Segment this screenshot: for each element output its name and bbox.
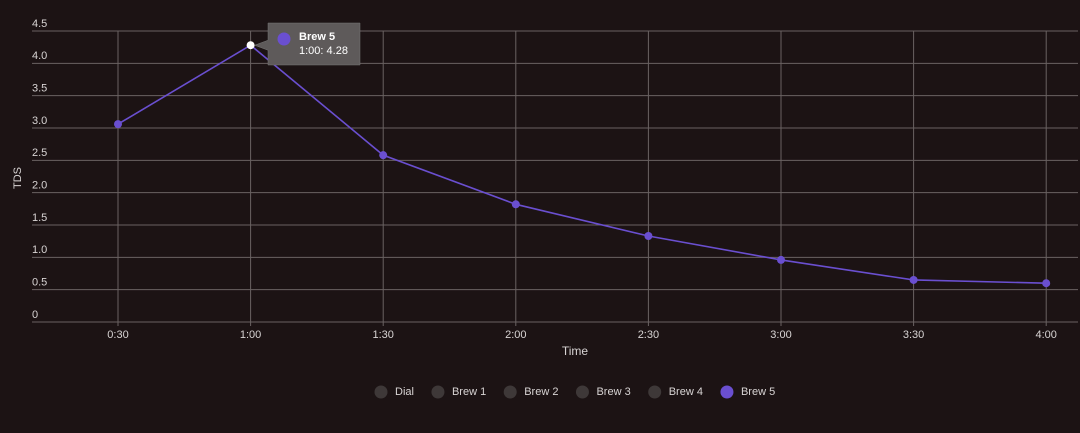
x-tick-label: 4:00: [1035, 329, 1056, 341]
legend-item[interactable]: Brew 5: [720, 385, 775, 399]
x-tick-label: 1:30: [372, 329, 393, 341]
legend-swatch: [503, 385, 517, 399]
legend-item[interactable]: Brew 3: [575, 385, 631, 399]
legend-swatch: [575, 385, 589, 399]
legend-label: Brew 3: [596, 386, 630, 398]
legend-item[interactable]: Dial: [374, 385, 414, 399]
legend-swatch: [431, 385, 445, 399]
legend-swatch: [374, 385, 388, 399]
y-tick-label: 1.0: [32, 244, 47, 256]
data-point: [511, 200, 520, 209]
legend-swatch: [720, 385, 734, 399]
legend-label: Dial: [395, 386, 414, 398]
legend-label: Brew 4: [669, 386, 703, 398]
y-axis-label: TDS: [12, 167, 24, 189]
tooltip-text: 1:00: 4.28: [299, 45, 348, 57]
data-point: [246, 41, 255, 50]
y-tick-label: 3.5: [32, 83, 47, 95]
legend-swatch: [648, 385, 662, 399]
x-tick-label: 2:30: [638, 329, 659, 341]
x-axis-label: Time: [562, 344, 589, 358]
x-tick-label: 3:00: [770, 329, 791, 341]
x-tick-label: 1:00: [240, 329, 261, 341]
data-point: [1042, 279, 1051, 288]
legend-label: Brew 1: [452, 386, 486, 398]
legend-item[interactable]: Brew 4: [648, 385, 703, 399]
y-tick-label: 0: [32, 309, 38, 321]
data-point: [644, 231, 653, 240]
legend-item[interactable]: Brew 1: [431, 385, 486, 399]
y-tick-label: 3.0: [32, 115, 47, 127]
y-tick-label: 2.5: [32, 147, 47, 159]
y-tick-label: 2.0: [32, 180, 47, 192]
legend-item[interactable]: Brew 2: [503, 385, 559, 399]
y-tick-label: 0.5: [32, 277, 47, 289]
y-tick-label: 4.0: [32, 50, 47, 62]
legend-label: Brew 5: [741, 386, 775, 398]
legend-label: Brew 2: [524, 386, 558, 398]
x-tick-label: 2:00: [505, 329, 526, 341]
data-point: [777, 255, 785, 264]
tooltip-swatch: [277, 32, 291, 46]
tooltip-title: Brew 5: [299, 31, 335, 43]
data-point: [379, 151, 388, 160]
y-tick-label: 4.5: [32, 18, 47, 30]
data-point: [114, 120, 122, 129]
x-tick-label: 0:30: [107, 329, 128, 341]
x-tick-label: 3:30: [903, 329, 924, 341]
y-tick-label: 1.5: [32, 212, 47, 224]
data-point: [909, 275, 918, 284]
